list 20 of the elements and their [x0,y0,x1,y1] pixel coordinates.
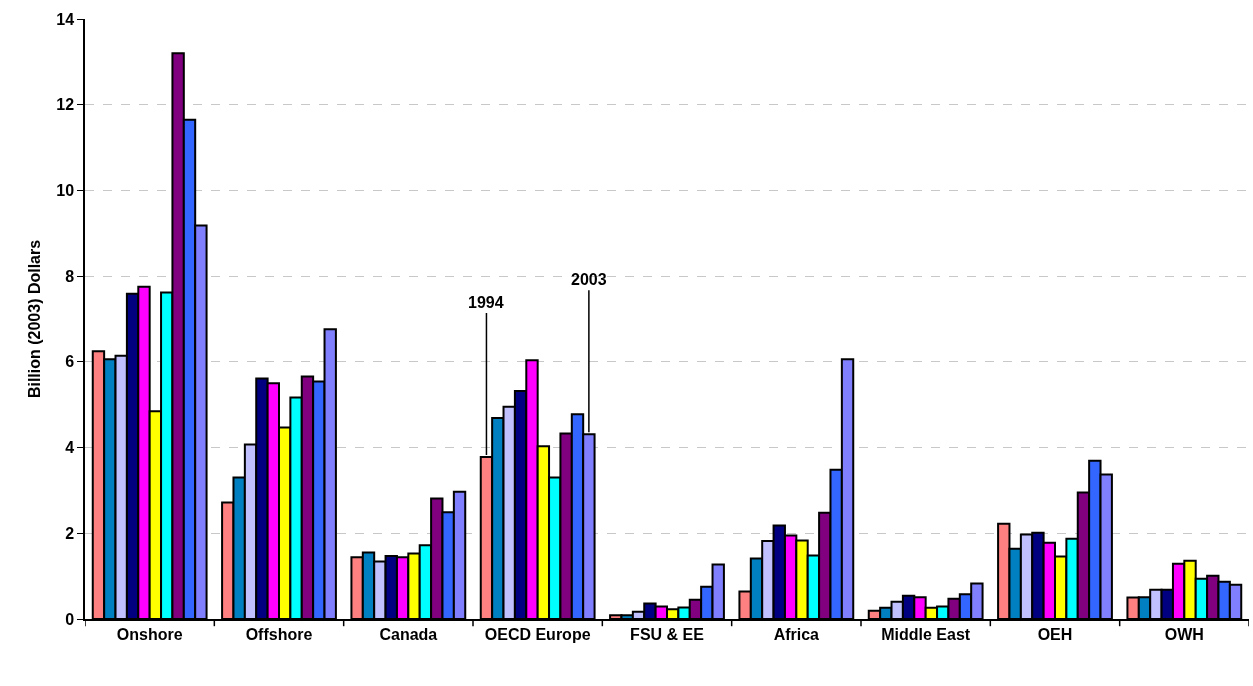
y-tick-label: 14 [56,10,75,28]
x-tick-label: OWH [1164,625,1204,643]
y-axis-title: Billion (2003) Dollars [25,239,43,399]
x-tick-label: Middle East [881,625,971,643]
x-tick-label: OECD Europe [484,625,591,643]
x-tick-label: Africa [773,625,820,643]
y-tick-label: 6 [65,353,75,371]
x-tick-label: Canada [379,625,438,643]
annotation: 1994 [468,294,504,311]
y-tick-label: 8 [65,267,75,285]
x-tick-label: FSU & EE [630,625,705,643]
annotation: 2003 [571,271,607,288]
y-tick-label: 2 [65,524,75,542]
y-tick-label: 10 [56,182,75,200]
y-tick-label: 4 [65,439,75,457]
x-tick-label: Offshore [245,625,313,643]
y-tick-label: 0 [65,610,75,628]
x-tick-label: OEH [1037,625,1073,643]
y-tick-label: 12 [56,96,75,114]
x-tick-label: Onshore [116,625,183,643]
